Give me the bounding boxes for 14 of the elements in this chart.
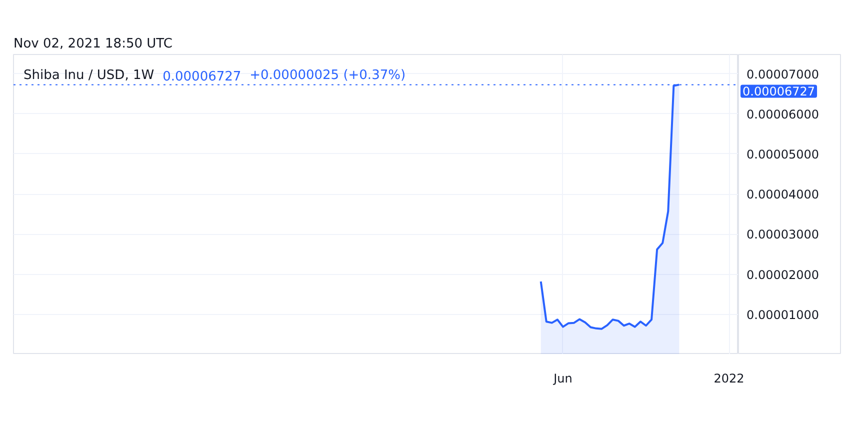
annotation: 0.00006727	[162, 70, 242, 84]
y-tick-label: 0.00007000	[746, 67, 820, 82]
y-tick-label: 0.00002000	[746, 268, 820, 282]
y-tick-label: 0.00004000	[746, 188, 820, 202]
ref-line-label: 0.00006727	[742, 84, 816, 99]
y-tick-label: 0.00001000	[746, 308, 820, 322]
y-tick-label: 0.00003000	[746, 228, 820, 242]
text: Shiba Inu / USD, 1W	[24, 68, 154, 83]
x-tick-label: Jun	[552, 372, 572, 386]
y-tick-label: 0.00006000	[746, 107, 820, 122]
x-tick-label: 2022	[714, 372, 744, 386]
y-tick-label: 0.00005000	[746, 147, 820, 162]
text: Nov 02, 2021 18:50 UTC	[14, 36, 172, 52]
annotation: +0.00000025 (+0.37%)	[250, 68, 406, 83]
